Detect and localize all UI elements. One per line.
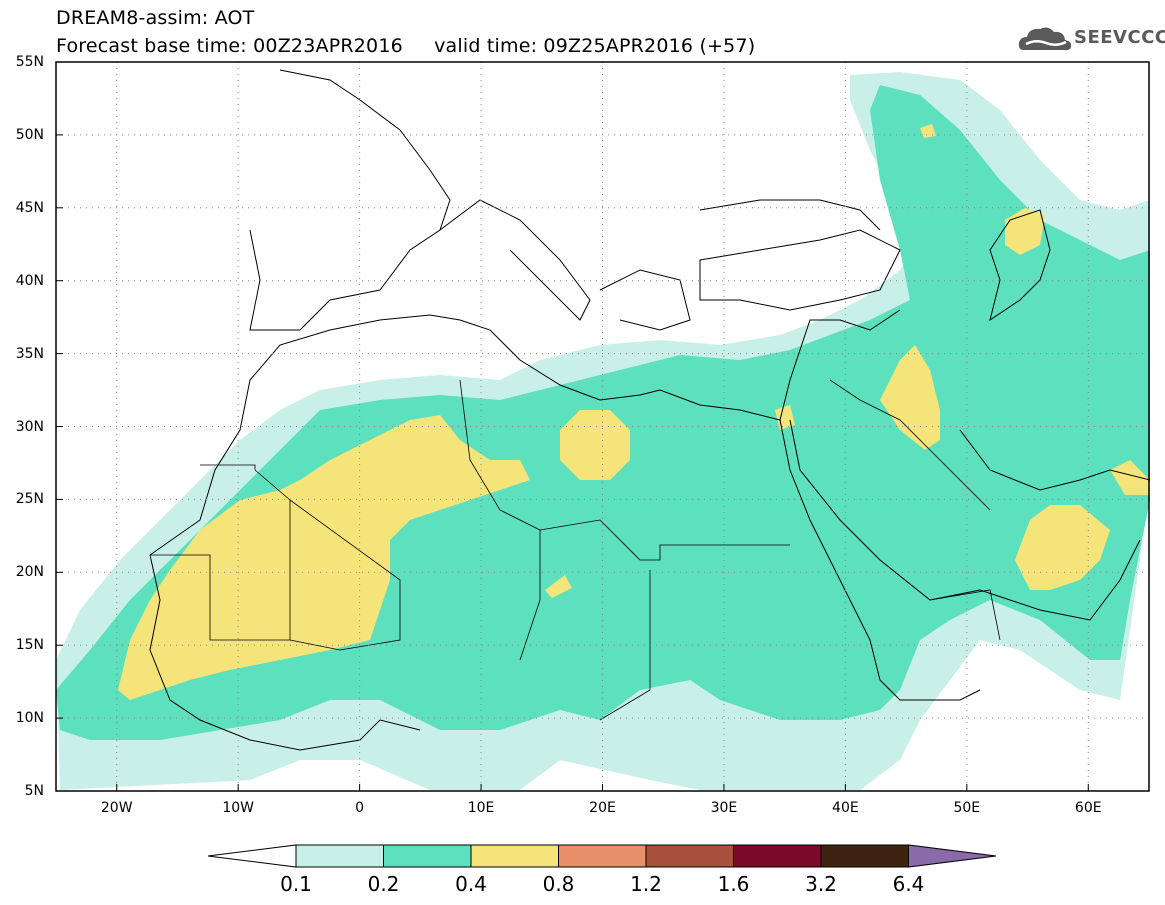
lat-label: 20N	[15, 564, 44, 581]
lat-label: 5N	[24, 783, 44, 799]
colorbar-label: 1.6	[717, 872, 750, 896]
lon-label: 30E	[710, 800, 738, 816]
lat-label: 10N	[15, 710, 44, 727]
contour-0.4-gulf	[1110, 460, 1150, 495]
contour-0.4-caspian	[1005, 208, 1045, 255]
colorbar-label: 0.4	[455, 872, 487, 896]
borders	[150, 379, 1001, 721]
contour-0.4-levant	[880, 345, 940, 450]
lon-label: 20E	[589, 800, 616, 816]
lon-label: 60E	[1074, 800, 1102, 816]
colorbar-segment	[733, 844, 822, 868]
colorbar-label: 0.1	[280, 872, 312, 896]
lat-label: 25N	[15, 491, 44, 508]
map-frame	[55, 61, 1150, 792]
aot-contours	[56, 72, 1150, 790]
lon-label: 50E	[953, 800, 981, 816]
colorbar	[207, 844, 997, 868]
forecast-time-subtitle: Forecast base time: 00Z23APR2016 valid t…	[56, 35, 756, 57]
contour-0.4-west	[118, 415, 530, 700]
cloud-icon	[1018, 27, 1072, 51]
logo-text: SEEVCCC	[1074, 27, 1165, 48]
colorbar-label: 0.2	[367, 872, 400, 896]
contour-0.4-arabia	[1015, 505, 1110, 590]
lat-label: 15N	[15, 637, 44, 654]
colorbar-segment	[383, 844, 472, 868]
map-title: DREAM8-assim: AOT	[56, 7, 255, 29]
colorbar-segment	[470, 844, 559, 868]
colorbar-segment	[558, 844, 647, 868]
colorbar-segment	[820, 844, 909, 868]
lat-label: 40N	[15, 272, 44, 289]
lat-label: 45N	[15, 199, 44, 216]
colorbar-arrow-high	[908, 844, 997, 868]
lon-label: 10E	[467, 800, 495, 816]
lat-label: 55N	[15, 54, 44, 70]
lon-label: 10W	[222, 800, 254, 816]
colorbar-label: 3.2	[805, 872, 837, 896]
contour-0.4-sinai	[775, 405, 795, 430]
colorbar-segment	[645, 844, 734, 868]
colorbar-label: 0.8	[542, 872, 575, 896]
coastlines	[149, 69, 1151, 751]
colorbar-arrow-low	[207, 844, 297, 868]
colorbar-label: 6.4	[892, 872, 925, 896]
colorbar-segment	[295, 844, 384, 868]
graticule	[56, 62, 1149, 791]
lon-label: 0	[355, 800, 365, 816]
contour-0.4-east	[560, 410, 630, 480]
contour-0.4-chad	[545, 575, 572, 598]
lon-label: 40E	[832, 800, 859, 816]
lon-label: 20W	[100, 800, 133, 816]
colorbar-label: 1.2	[630, 872, 662, 896]
lat-label: 35N	[15, 345, 44, 362]
seevccc-logo: SEEVCCC	[1016, 22, 1165, 56]
lat-label: 50N	[15, 126, 44, 143]
lat-label: 30N	[15, 418, 44, 435]
